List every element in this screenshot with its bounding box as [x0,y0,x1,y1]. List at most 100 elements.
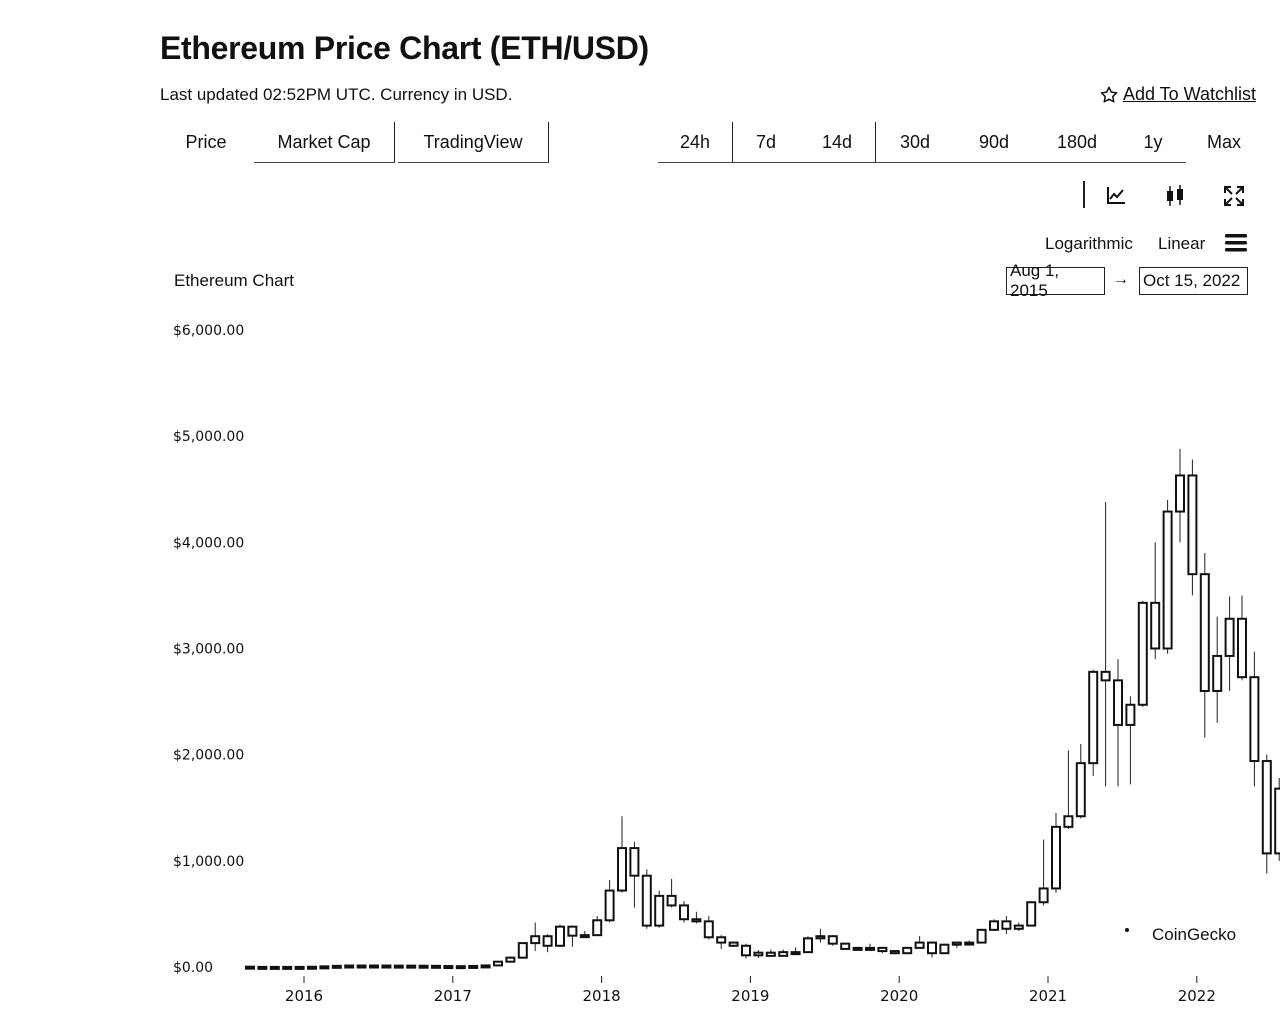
range-30d[interactable]: 30d [876,122,954,163]
candle [294,965,305,970]
candle [530,922,541,952]
candle [716,935,727,949]
date-range-arrow: → [1113,271,1129,288]
coingecko-logo-icon [1125,928,1129,932]
x-tick-label: 2019 [731,987,769,1005]
candle [331,964,342,969]
candle [1162,499,1173,654]
x-tick-label: 2017 [434,987,472,1005]
fullscreen-icon[interactable] [1222,184,1246,208]
candle [927,941,937,958]
candle [939,943,950,955]
candle [555,924,565,947]
y-tick-label: $2,000.00 [173,748,244,764]
y-tick-label: $1,000.00 [173,854,244,870]
x-tick-label: 2018 [583,987,621,1005]
tab-tradingview[interactable]: TradingView [398,122,549,163]
candle [852,946,863,951]
last-updated-text: Last updated 02:52PM UTC. Currency in US… [160,85,513,104]
candle [1274,778,1280,861]
candle [741,943,751,959]
candle [480,964,491,969]
range-max[interactable]: Max [1206,131,1241,152]
linear-toggle[interactable]: Linear [1158,234,1206,253]
date-to-input[interactable]: Oct 15, 2022 [1139,267,1248,295]
candle [964,940,975,946]
candle [865,943,875,951]
candle [505,956,516,963]
candle [1038,839,1049,906]
candle [344,964,355,969]
candle [269,965,280,970]
candle [815,928,826,943]
candle [728,941,739,947]
candle [641,869,652,929]
candle [381,964,392,969]
candle [1026,901,1037,927]
tab-market-cap[interactable]: Market Cap [254,122,395,163]
candle [1199,552,1210,738]
tab-price[interactable]: Price [185,131,227,152]
candlestick-icon[interactable] [1163,184,1187,208]
candle [765,949,776,957]
add-to-watchlist-button[interactable]: Add To Watchlist [1099,84,1256,105]
candle [418,964,429,969]
x-tick-label: 2020 [880,987,918,1005]
range-90d[interactable]: 90d [954,122,1034,163]
candle [1249,651,1260,787]
candle [1261,754,1272,874]
candle [592,916,603,937]
candle [803,936,813,954]
candle [468,964,479,969]
chart-label: Ethereum Chart [174,271,294,290]
logarithmic-toggle[interactable]: Logarithmic [1045,234,1133,253]
candle [889,950,900,955]
candle [1113,659,1123,787]
candle [542,934,553,953]
candle [1063,750,1074,829]
range-7d[interactable]: 7d [733,122,799,163]
y-tick-label: $4,000.00 [173,535,244,551]
candle [455,965,466,970]
candle [567,925,578,947]
candle [778,949,789,957]
toolbar-divider [1083,181,1085,208]
candle [703,916,714,940]
line-chart-icon[interactable] [1104,184,1128,208]
candle [914,936,925,949]
range-180d[interactable]: 180d [1034,122,1120,163]
candle [307,965,317,970]
candle [369,964,379,969]
range-14d[interactable]: 14d [799,122,876,163]
candle [517,942,528,959]
candle [679,901,689,923]
candle [840,942,851,951]
candle [753,950,764,958]
candle [1001,916,1012,935]
coingecko-credit: CoinGecko [1152,925,1237,944]
range-24h[interactable]: 24h [658,122,733,163]
y-tick-label: $5,000.00 [173,429,244,445]
x-tick-label: 2022 [1178,987,1216,1005]
candle [443,965,454,970]
candle [1088,669,1099,776]
watchlist-label: Add To Watchlist [1122,84,1256,104]
candle [257,965,268,970]
candle [617,816,627,893]
range-1y[interactable]: 1y [1120,122,1186,163]
candle [1125,696,1136,785]
candle [245,965,255,970]
star-icon [1100,86,1118,102]
candle [790,947,801,956]
chart-type-tabs: Price Market Cap TradingView [160,122,549,163]
candle [1237,595,1247,681]
candle [1075,744,1086,819]
candle [1175,448,1185,543]
candle [1212,616,1223,723]
menu-icon[interactable] [1224,233,1248,253]
candle [691,911,702,924]
candle [1100,501,1111,787]
candle [1224,596,1235,691]
candle [976,928,987,944]
